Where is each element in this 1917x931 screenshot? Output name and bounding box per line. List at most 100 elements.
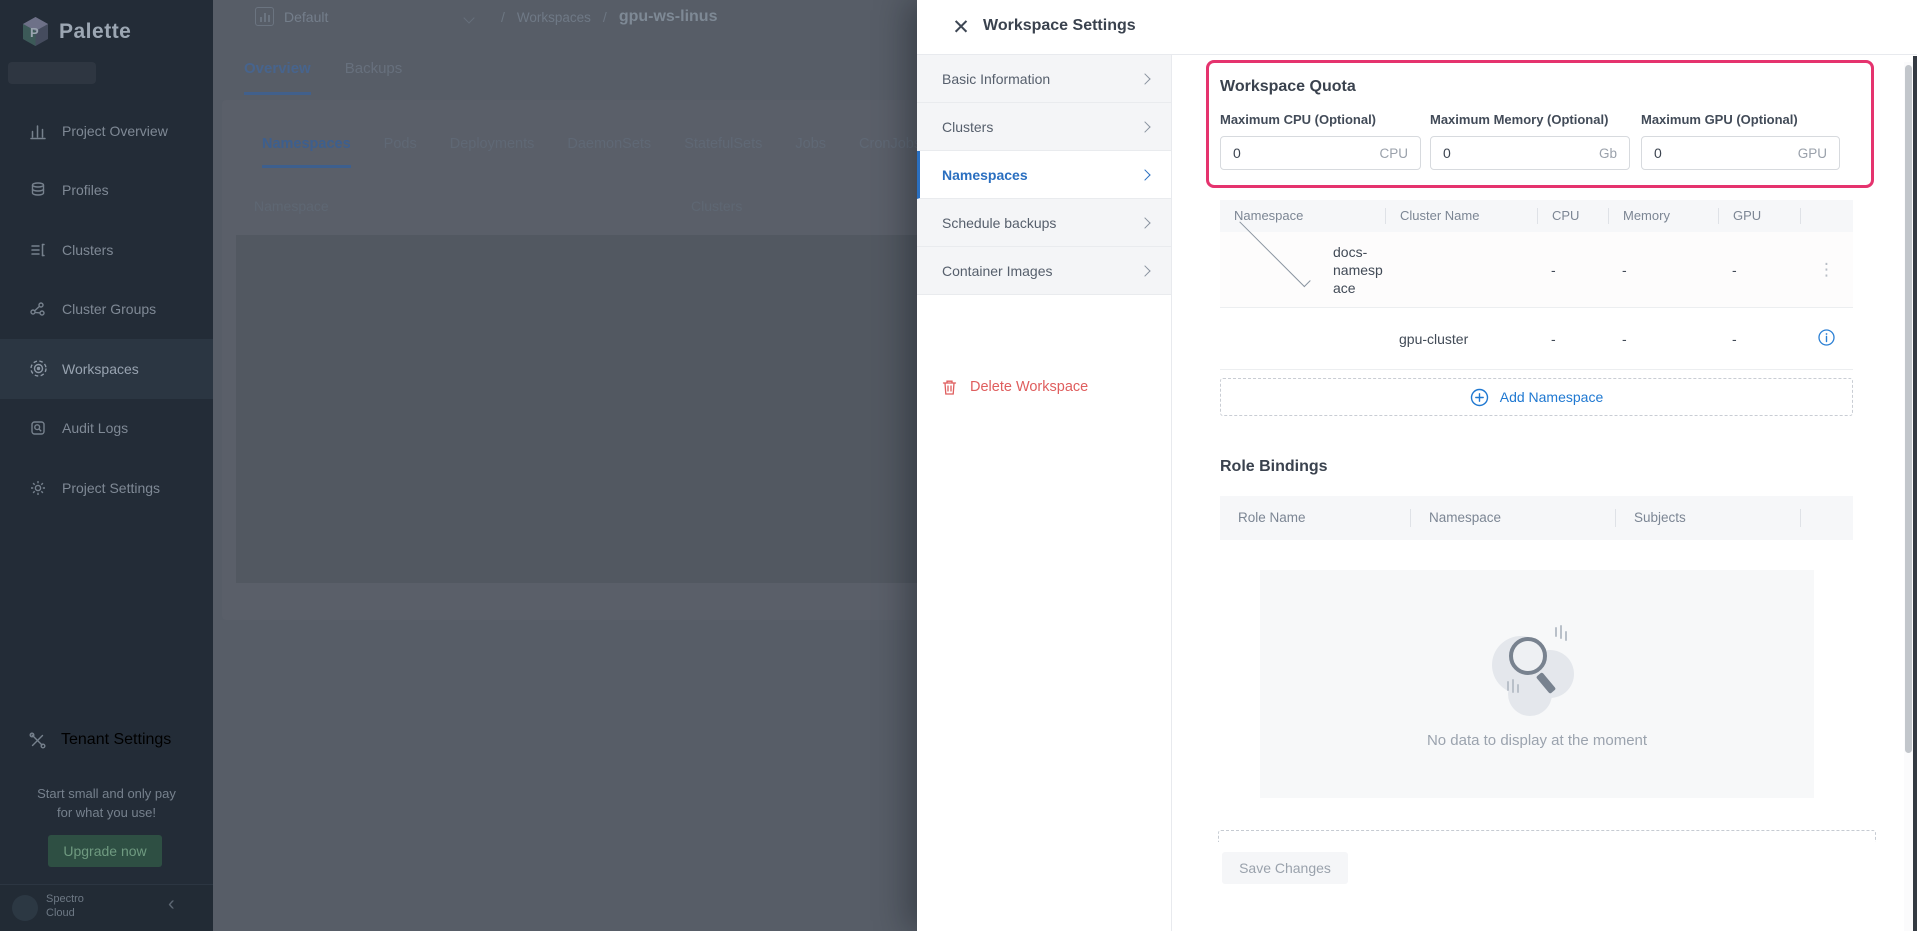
- info-icon[interactable]: [1800, 328, 1853, 349]
- sidebar-item-label: Clusters: [62, 241, 114, 258]
- chevron-right-icon: [1139, 216, 1151, 229]
- sidebar-item-project-settings[interactable]: Project Settings: [0, 458, 213, 518]
- promo-text: Start small and only pay for what you us…: [0, 784, 213, 822]
- drawer-nav-schedule-backups[interactable]: Schedule backups: [917, 199, 1171, 247]
- chevron-right-icon: [1139, 72, 1151, 85]
- namespace-table-header: Namespace Cluster Name CPU Memory GPU: [1220, 200, 1853, 232]
- tab-cronjobs[interactable]: CronJobs: [859, 136, 922, 152]
- tab-deployments[interactable]: Deployments: [449, 136, 535, 152]
- sidebar-item-label: Profiles: [62, 182, 109, 199]
- sidebar-item-cluster-groups[interactable]: Cluster Groups: [0, 280, 213, 340]
- doc-search-icon: [28, 418, 48, 438]
- spectro-cloud-label: Spectro Cloud: [46, 893, 84, 919]
- max-memory-input[interactable]: [1431, 145, 1599, 161]
- delete-workspace-button[interactable]: Delete Workspace: [917, 365, 1171, 409]
- database-icon: [28, 180, 48, 200]
- tab-statefulsets[interactable]: StatefulSets: [684, 136, 763, 152]
- sidebar-item-label: Workspaces: [62, 360, 139, 377]
- magnifier-icon: [1507, 625, 1567, 694]
- drawer-nav: Basic Information Clusters Namespaces Sc…: [917, 55, 1172, 931]
- max-memory-label: Maximum Memory (Optional): [1430, 112, 1609, 127]
- drawer-nav-basic-information[interactable]: Basic Information: [917, 55, 1171, 103]
- gear-icon: [28, 478, 48, 498]
- cpu-value: -: [1551, 261, 1556, 278]
- breadcrumb-workspaces-link[interactable]: Workspaces: [516, 9, 591, 25]
- sidebar-item-profiles[interactable]: Profiles: [0, 161, 213, 221]
- no-data-illustration: [1462, 618, 1612, 718]
- collapse-sidebar-chevron-icon[interactable]: ‹: [168, 893, 175, 915]
- palette-logo: P Palette: [22, 16, 131, 47]
- resource-tabs: Namespaces Pods Deployments DaemonSets S…: [262, 136, 921, 168]
- add-namespace-button[interactable]: Add Namespace: [1220, 378, 1853, 416]
- role-bindings-title: Role Bindings: [1220, 458, 1328, 475]
- drawer-title: Workspace Settings: [983, 17, 1136, 34]
- target-icon: [28, 359, 48, 379]
- tab-daemonsets[interactable]: DaemonSets: [567, 136, 652, 152]
- drawer-nav-namespaces[interactable]: Namespaces: [917, 151, 1171, 199]
- chevron-right-icon: [1139, 120, 1151, 133]
- sidebar-item-project-overview[interactable]: Project Overview: [0, 101, 213, 161]
- drawer-footer: Save Changes: [1172, 842, 1904, 931]
- drawer-content: Workspace Quota Maximum CPU (Optional) M…: [1172, 55, 1904, 931]
- max-cpu-input[interactable]: [1221, 145, 1380, 161]
- empty-state-text: No data to display at the moment: [1426, 732, 1648, 749]
- cpu-unit-suffix: CPU: [1379, 145, 1408, 161]
- drawer-nav-container-images[interactable]: Container Images: [917, 247, 1171, 295]
- max-gpu-input[interactable]: [1642, 145, 1798, 161]
- gpu-unit-suffix: GPU: [1797, 145, 1827, 161]
- list-icon: [28, 240, 48, 260]
- project-selector-value: Default: [284, 8, 329, 25]
- sidebar-item-tenant-settings[interactable]: Tenant Settings: [0, 710, 213, 770]
- sidebar: P Palette Project Overview: [0, 0, 213, 931]
- upgrade-now-button[interactable]: Upgrade now: [48, 835, 162, 867]
- tab-pods[interactable]: Pods: [383, 136, 417, 152]
- max-cpu-label: Maximum CPU (Optional): [1220, 112, 1377, 127]
- scrollbar-thumb[interactable]: [1905, 65, 1912, 753]
- table-row-gpu-cluster: gpu-cluster - - -: [1220, 308, 1853, 370]
- sidebar-item-label: Cluster Groups: [62, 301, 157, 318]
- tab-jobs[interactable]: Jobs: [795, 136, 827, 152]
- sidebar-item-label: Audit Logs: [62, 420, 129, 437]
- project-selector[interactable]: Default: [255, 7, 328, 26]
- trash-icon: [942, 379, 957, 396]
- breadcrumb: / Workspaces / gpu-ws-linus: [501, 8, 718, 25]
- chevron-right-icon: [1139, 168, 1151, 181]
- sidebar-footer: Spectro Cloud ‹: [0, 884, 213, 931]
- sidebar-item-clusters[interactable]: Clusters: [0, 220, 213, 280]
- chevron-down-icon[interactable]: [463, 12, 475, 24]
- namespace-table: Namespace Cluster Name CPU Memory GPU do…: [1220, 200, 1853, 370]
- role-bindings-empty-state: No data to display at the moment: [1260, 570, 1814, 798]
- max-gpu-field: GPU: [1641, 136, 1840, 170]
- kebab-menu-icon[interactable]: ⋮: [1818, 259, 1835, 279]
- spectro-cloud-logo: [12, 895, 38, 921]
- svg-text:P: P: [30, 25, 39, 40]
- breadcrumb-current: gpu-ws-linus: [618, 8, 718, 25]
- plus-circle-icon: [1470, 388, 1489, 407]
- drawer-scrollbar: [1904, 62, 1913, 931]
- sidebar-item-audit-logs[interactable]: Audit Logs: [0, 399, 213, 459]
- role-bindings-header: Role Name Namespace Subjects: [1220, 496, 1853, 540]
- save-changes-button[interactable]: Save Changes: [1222, 852, 1348, 884]
- sidebar-nav: Project Overview Profiles: [0, 101, 213, 518]
- sidebar-badge: [8, 62, 96, 84]
- sidebar-item-label: Project Overview: [62, 122, 168, 139]
- table-row-docs-namespace: docs-namespace - - - ⋮: [1220, 215, 1853, 308]
- nodes-icon: [28, 299, 48, 319]
- promo-line2: for what you use!: [57, 805, 156, 820]
- max-cpu-field: CPU: [1220, 136, 1421, 170]
- column-header-clusters: Clusters: [691, 198, 743, 214]
- bar-chart-icon: [28, 121, 48, 141]
- tab-namespaces[interactable]: Namespaces: [262, 136, 351, 168]
- tab-backups[interactable]: Backups: [344, 60, 403, 77]
- page-tabs: Overview Backups: [244, 60, 402, 95]
- column-header-namespace: Namespace: [254, 198, 329, 214]
- close-icon[interactable]: ✕: [952, 15, 970, 39]
- drawer-nav-clusters[interactable]: Clusters: [917, 103, 1171, 151]
- cpu-value: -: [1551, 330, 1556, 347]
- max-gpu-label: Maximum GPU (Optional): [1641, 112, 1798, 127]
- sidebar-item-label: Project Settings: [62, 479, 161, 496]
- tab-overview[interactable]: Overview: [244, 60, 311, 95]
- gpu-value: -: [1732, 330, 1737, 347]
- sidebar-item-workspaces[interactable]: Workspaces: [0, 339, 213, 399]
- palette-logo-icon: P: [22, 16, 49, 47]
